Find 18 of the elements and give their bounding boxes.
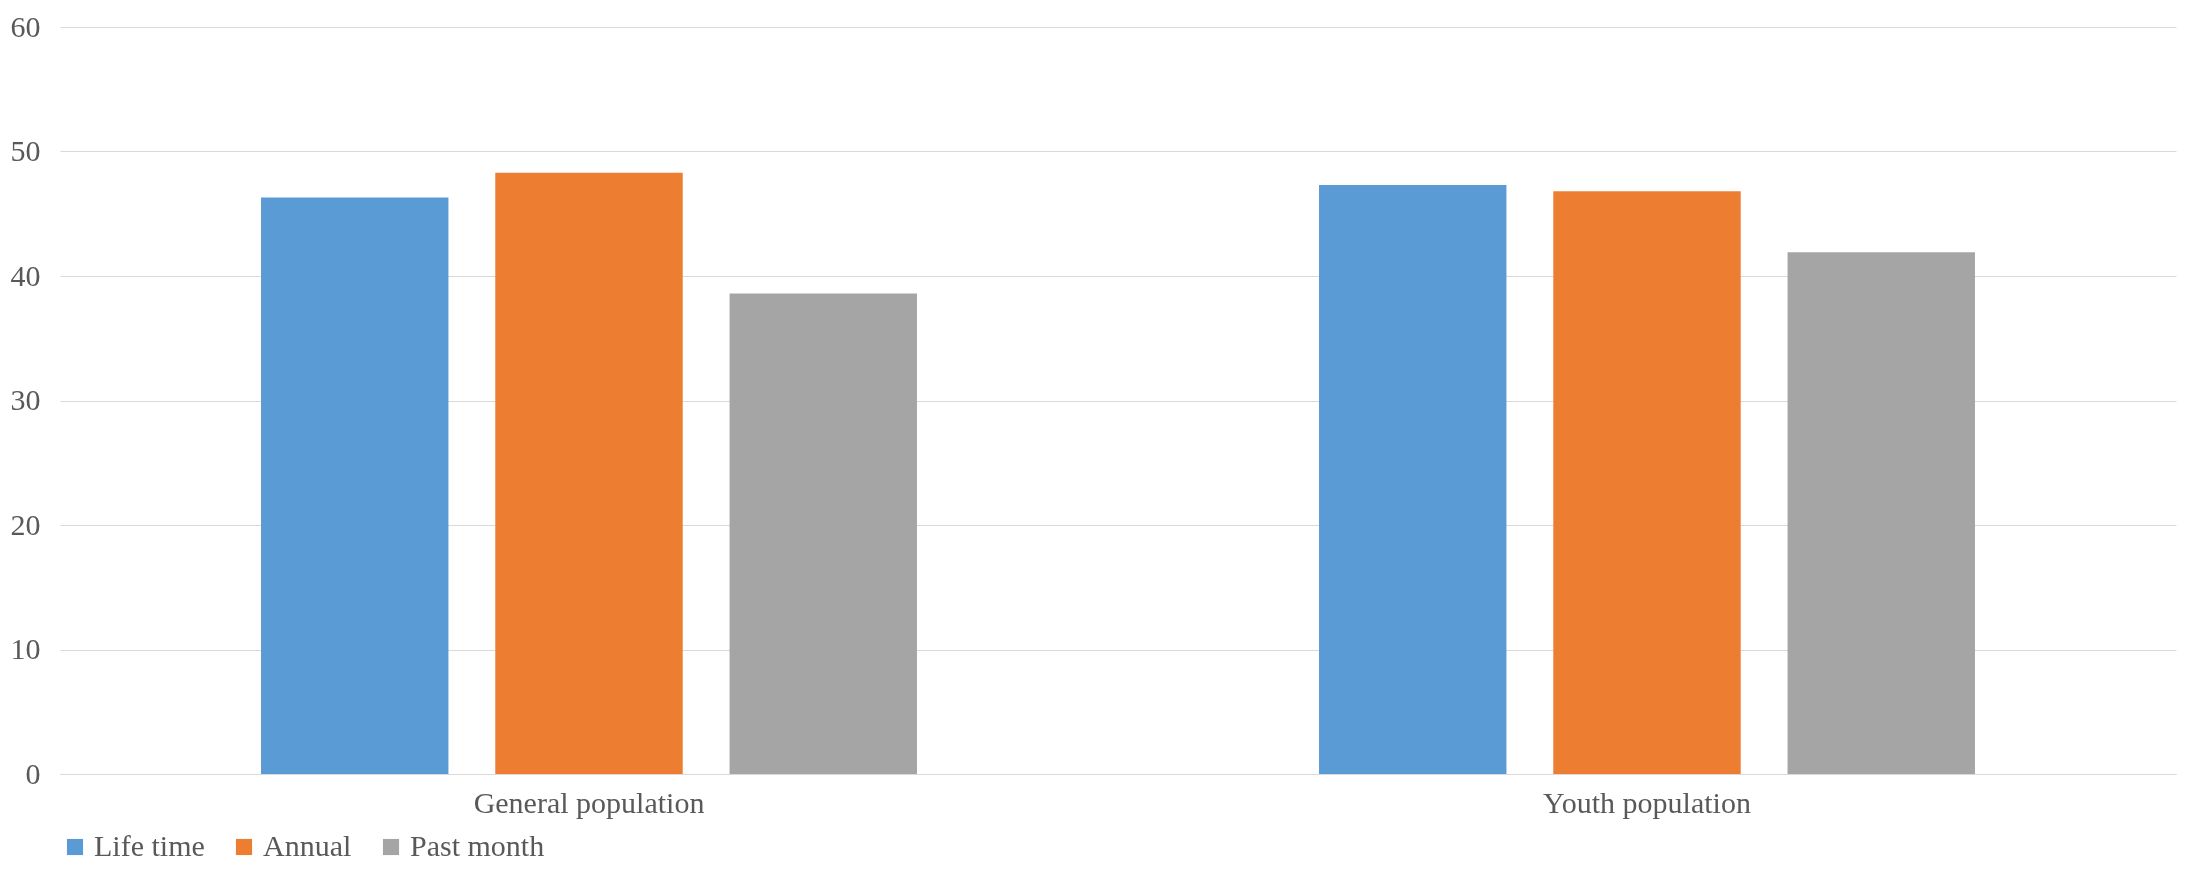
y-tick-label: 40	[10, 258, 41, 292]
y-tick-label: 30	[10, 383, 41, 416]
y-tick-label: 10	[10, 632, 41, 665]
bar	[1553, 191, 1741, 774]
legend-label: Past month	[410, 829, 545, 862]
y-tick-label: 60	[10, 9, 41, 43]
y-tick-label: 0	[25, 756, 41, 790]
bar	[729, 293, 917, 774]
bar	[1787, 252, 1975, 774]
legend-label: Life time	[94, 829, 205, 862]
y-tick-label: 50	[10, 134, 41, 167]
y-tick-label: 20	[10, 507, 41, 541]
bar	[261, 197, 449, 774]
bar	[1319, 185, 1507, 774]
legend-label: Annual	[263, 829, 352, 862]
bar	[495, 172, 683, 774]
x-tick-label: General population	[473, 785, 705, 819]
x-tick-label: Youth population	[1543, 785, 1751, 819]
